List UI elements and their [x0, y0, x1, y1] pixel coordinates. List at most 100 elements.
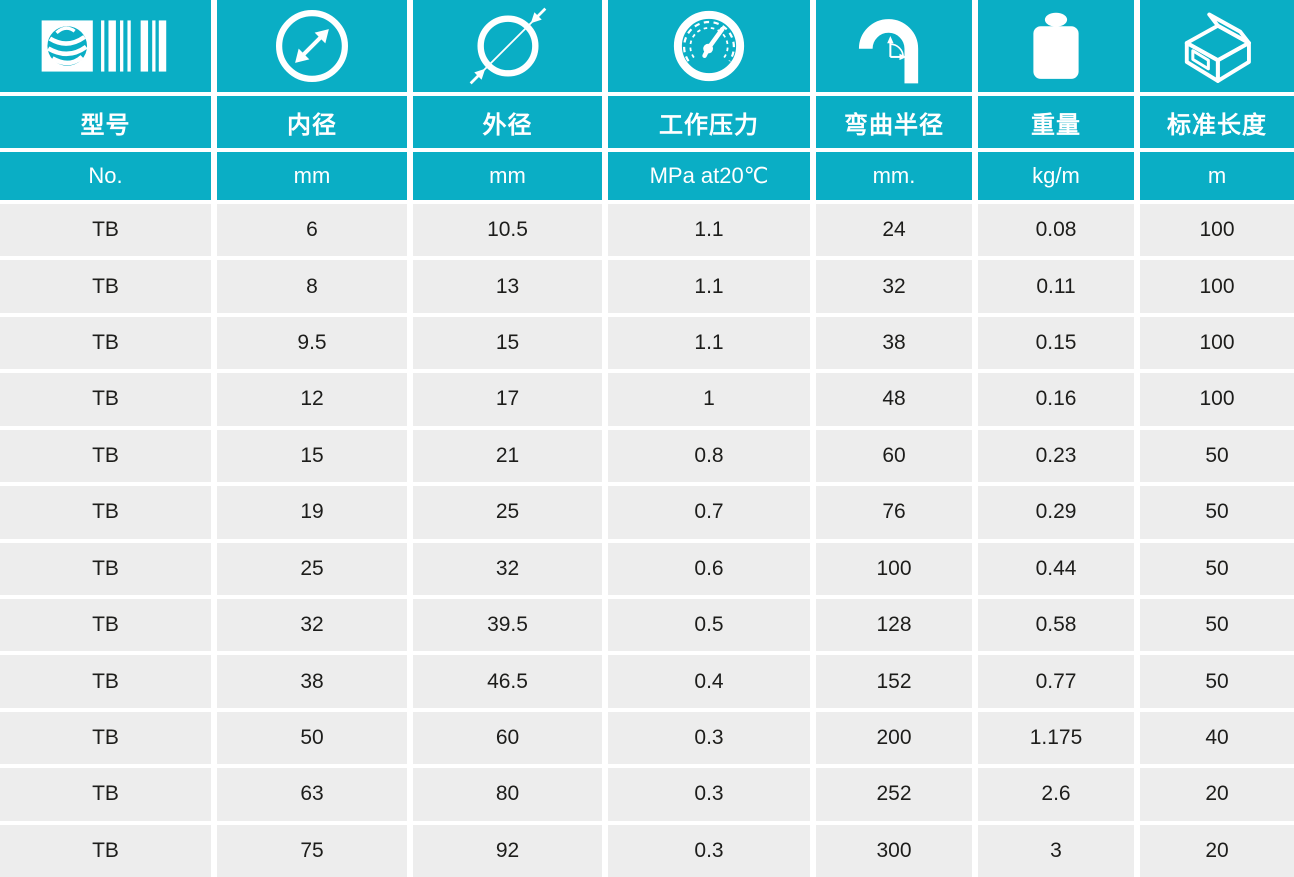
data-cell: 13 — [413, 260, 602, 313]
barcode-logo-icon — [41, 20, 166, 72]
data-cell: 50 — [1140, 655, 1294, 708]
data-cell: 100 — [1140, 373, 1294, 426]
icon-cell-working-pressure — [608, 0, 810, 92]
icon-cell-weight — [978, 0, 1134, 92]
unit-cell-outer-diameter: mm — [413, 152, 602, 200]
data-cell: TB — [0, 768, 211, 821]
icon-cell-inner-diameter — [217, 0, 407, 92]
data-cell: 0.5 — [608, 598, 810, 652]
data-cell: 152 — [816, 655, 972, 708]
data-cell: 100 — [1140, 316, 1294, 370]
bend-radius-icon — [858, 19, 919, 84]
data-cell: 76 — [816, 486, 972, 539]
data-cell: 200 — [816, 711, 972, 765]
data-cell: 100 — [1140, 204, 1294, 257]
data-cell: 75 — [217, 824, 407, 877]
icon-cell-model — [0, 0, 211, 92]
data-cell: TB — [0, 373, 211, 426]
data-cell: 40 — [1140, 711, 1294, 765]
header-cell-weight: 重量 — [978, 96, 1134, 148]
data-cell: 0.4 — [608, 655, 810, 708]
data-cell: 46.5 — [413, 655, 602, 708]
data-cell: 6 — [217, 204, 407, 257]
data-cell: 9.5 — [217, 316, 407, 370]
data-cell: 100 — [816, 542, 972, 595]
header-cell-working-pressure: 工作压力 — [608, 96, 810, 148]
data-cell: 8 — [217, 260, 407, 313]
data-cell: 1 — [608, 373, 810, 426]
header-cell-standard-length: 标准长度 — [1140, 96, 1294, 148]
data-cell: 100 — [1140, 260, 1294, 313]
data-cell: TB — [0, 260, 211, 313]
data-cell: 24 — [816, 204, 972, 257]
data-cell: TB — [0, 598, 211, 652]
data-cell: 21 — [413, 429, 602, 483]
package-box-icon — [1184, 12, 1251, 83]
data-cell: 300 — [816, 824, 972, 877]
data-cell: 252 — [816, 768, 972, 821]
data-cell: 0.6 — [608, 542, 810, 595]
data-cell: 0.15 — [978, 316, 1134, 370]
data-cell: 50 — [1140, 429, 1294, 483]
header-cell-outer-diameter: 外径 — [413, 96, 602, 148]
data-cell: 50 — [1140, 542, 1294, 595]
data-cell: 32 — [413, 542, 602, 595]
data-cell: TB — [0, 655, 211, 708]
data-cell: 0.11 — [978, 260, 1134, 313]
header-cell-model: 型号 — [0, 96, 211, 148]
data-cell: 80 — [413, 768, 602, 821]
data-cell: 0.3 — [608, 711, 810, 765]
data-cell: 0.23 — [978, 429, 1134, 483]
data-cell: 17 — [413, 373, 602, 426]
data-cell: 15 — [217, 429, 407, 483]
data-cell: 1.175 — [978, 711, 1134, 765]
unit-cell-inner-diameter: mm — [217, 152, 407, 200]
data-cell: 25 — [413, 486, 602, 539]
unit-cell-model: No. — [0, 152, 211, 200]
data-cell: 0.3 — [608, 768, 810, 821]
weight-icon — [1033, 12, 1079, 79]
data-cell: 1.1 — [608, 316, 810, 370]
unit-cell-weight: kg/m — [978, 152, 1134, 200]
data-cell: TB — [0, 204, 211, 257]
data-cell: TB — [0, 429, 211, 483]
icon-cell-standard-length — [1140, 0, 1294, 92]
outer-diameter-icon — [469, 7, 546, 85]
data-cell: 20 — [1140, 824, 1294, 877]
data-cell: 32 — [217, 598, 407, 652]
pressure-gauge-icon — [673, 10, 745, 82]
data-cell: 20 — [1140, 768, 1294, 821]
data-cell: 10.5 — [413, 204, 602, 257]
data-cell: 12 — [217, 373, 407, 426]
data-cell: TB — [0, 824, 211, 877]
data-cell: 2.6 — [978, 768, 1134, 821]
data-cell: 0.16 — [978, 373, 1134, 426]
header-cell-inner-diameter: 内径 — [217, 96, 407, 148]
data-cell: 38 — [217, 655, 407, 708]
data-cell: 0.44 — [978, 542, 1134, 595]
data-cell: 50 — [1140, 598, 1294, 652]
data-cell: 25 — [217, 542, 407, 595]
data-cell: 1.1 — [608, 260, 810, 313]
data-cell: 0.8 — [608, 429, 810, 483]
data-cell: 50 — [1140, 486, 1294, 539]
data-cell: 0.3 — [608, 824, 810, 877]
data-cell: 32 — [816, 260, 972, 313]
data-cell: TB — [0, 542, 211, 595]
data-cell: 128 — [816, 598, 972, 652]
data-cell: 60 — [413, 711, 602, 765]
header-cell-bend-radius: 弯曲半径 — [816, 96, 972, 148]
data-cell: 38 — [816, 316, 972, 370]
data-cell: 63 — [217, 768, 407, 821]
data-cell: 15 — [413, 316, 602, 370]
unit-cell-standard-length: m — [1140, 152, 1294, 200]
data-cell: 39.5 — [413, 598, 602, 652]
data-cell: 60 — [816, 429, 972, 483]
icon-cell-outer-diameter — [413, 0, 602, 92]
inner-diameter-icon — [276, 10, 348, 82]
data-cell: 48 — [816, 373, 972, 426]
data-cell: 0.29 — [978, 486, 1134, 539]
unit-cell-bend-radius: mm. — [816, 152, 972, 200]
data-cell: 92 — [413, 824, 602, 877]
